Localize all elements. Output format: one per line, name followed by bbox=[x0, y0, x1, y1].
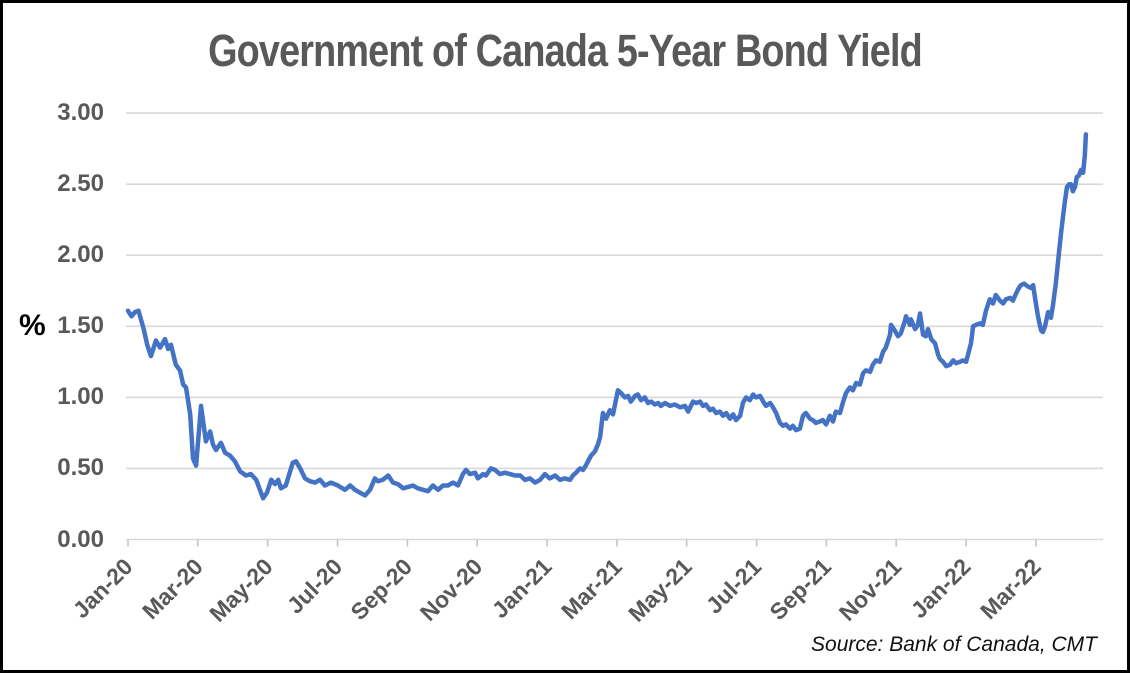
y-axis-label: 1.00 bbox=[57, 383, 104, 411]
y-axis-label: 1.50 bbox=[57, 312, 104, 340]
y-axis-unit-label: % bbox=[19, 309, 46, 342]
y-axis-label: 0.50 bbox=[57, 454, 104, 482]
y-axis-label: 3.00 bbox=[57, 99, 104, 127]
source-note: Source: Bank of Canada, CMT bbox=[811, 633, 1097, 656]
line-chart bbox=[125, 112, 1103, 547]
y-axis-label: 2.50 bbox=[57, 170, 104, 198]
chart-title: Government of Canada 5-Year Bond Yield bbox=[208, 25, 923, 76]
yield-line bbox=[125, 132, 1089, 501]
y-axis-label: 2.00 bbox=[57, 241, 104, 269]
y-axis-label: 0.00 bbox=[57, 525, 104, 553]
